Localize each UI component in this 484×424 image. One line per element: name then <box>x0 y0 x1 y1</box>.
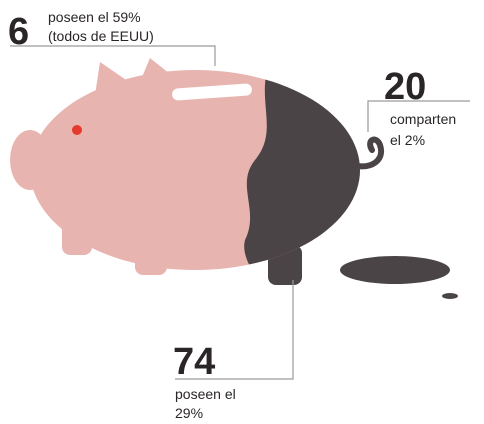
callout-text: 29% <box>175 405 203 421</box>
callout-text: comparten <box>390 111 456 127</box>
callout-text: (todos de EEUU) <box>48 28 154 44</box>
infographic: 6 poseen el 59% (todos de EEUU) 20 compa… <box>0 0 484 424</box>
piggy-bank <box>10 58 381 300</box>
pig-eye <box>72 125 82 135</box>
callout-text: poseen el <box>175 386 236 402</box>
callout-number: 20 <box>384 66 426 108</box>
callout-text: poseen el 59% <box>48 9 141 25</box>
pig-snout <box>10 130 50 190</box>
callout-number: 74 <box>173 341 215 383</box>
callout-number: 6 <box>8 11 29 53</box>
page-body: 6 poseen el 59% (todos de EEUU) 20 compa… <box>0 0 484 424</box>
puddle-drop <box>442 293 458 299</box>
callout-text: el 2% <box>390 132 425 148</box>
page: Infografía {"callouts": [ {"number": "6"… <box>0 0 484 424</box>
leader-line <box>10 46 215 66</box>
puddle <box>340 256 450 284</box>
